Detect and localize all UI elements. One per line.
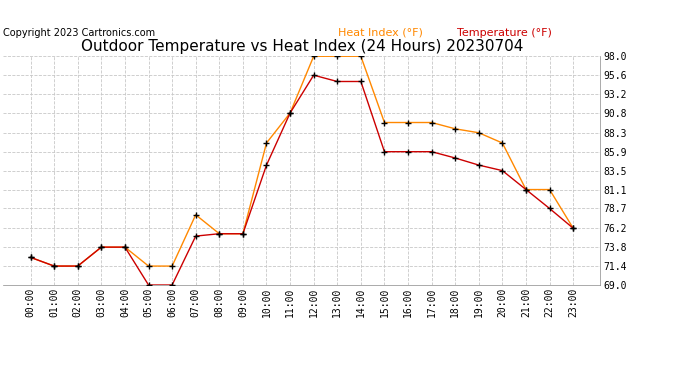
Title: Outdoor Temperature vs Heat Index (24 Hours) 20230704: Outdoor Temperature vs Heat Index (24 Ho…	[81, 39, 523, 54]
Text: Heat Index (°F): Heat Index (°F)	[337, 28, 422, 38]
Text: Temperature (°F): Temperature (°F)	[457, 28, 552, 38]
Text: Copyright 2023 Cartronics.com: Copyright 2023 Cartronics.com	[3, 28, 155, 38]
